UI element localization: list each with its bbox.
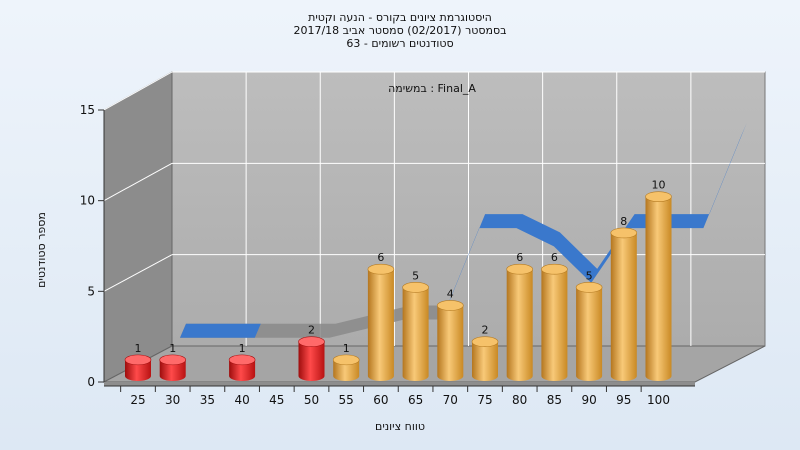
bar-cap (367, 263, 395, 275)
bar-value-label: 5 (586, 269, 593, 282)
y-tick-label: 0 (87, 375, 95, 389)
bar-value-label: 2 (482, 324, 489, 337)
bar-cap (645, 191, 672, 202)
x-tick-label: 55 (339, 393, 354, 407)
bar-body (333, 359, 360, 382)
bar-cap (541, 263, 568, 275)
side-wall (103, 71, 173, 383)
bar-value-label: 6 (551, 251, 558, 264)
grid-line-side (103, 162, 173, 202)
chart-title-line-1: היסטוגרמת ציונים בקורס - הנעה וקטית (308, 11, 492, 24)
grid-lines (103, 71, 765, 346)
bar-value-label: 2 (308, 324, 315, 337)
chart-annotation: במשימה : Final_A (388, 82, 476, 95)
bar-value-label: 1 (343, 342, 350, 355)
grid-line-side (103, 254, 173, 292)
bar-body (125, 359, 151, 381)
bar-body (402, 287, 429, 381)
bar-value-label: 8 (620, 215, 627, 228)
y-axis-label: מספר סטודנטים (35, 212, 48, 288)
bar-value-label: 4 (447, 287, 454, 300)
bar-cap (471, 336, 499, 348)
bar: 8 (610, 215, 638, 382)
bar-value-label: 6 (516, 251, 523, 264)
chart-title-line-2: בסמסטר (02/2017) סמסטר אביב 2017/18 (293, 24, 507, 37)
bar: 4 (436, 287, 464, 382)
bar-body (506, 269, 533, 382)
bars-group: 1 1 1 2 1 6 5 4 2 6 6 5 8 10 (124, 179, 672, 382)
bar-value-label: 6 (377, 251, 384, 264)
bar: 1 (159, 342, 186, 382)
bar-body (610, 232, 637, 382)
x-tick-label: 75 (477, 393, 492, 407)
bar-cap (228, 354, 256, 366)
bar-cap (610, 227, 638, 239)
bar-value-label: 5 (412, 269, 419, 282)
bar-cap (506, 263, 534, 275)
bar-body (159, 359, 186, 382)
x-tick-label: 95 (616, 393, 631, 407)
bar-body (437, 305, 464, 382)
x-tick-label: 50 (304, 393, 319, 407)
x-tick-label: 100 (647, 393, 670, 407)
grid-line-side (103, 71, 173, 111)
x-tick-label: 80 (512, 393, 527, 407)
trend-ribbon-high (441, 122, 747, 320)
y-tick-label: 15 (80, 103, 95, 117)
x-tick-label: 85 (547, 393, 562, 407)
bar: 1 (228, 342, 256, 382)
bar: 5 (402, 269, 429, 381)
bar-cap (159, 354, 186, 366)
bar-cap (332, 354, 360, 366)
bar-value-label: 1 (169, 342, 176, 355)
chart-title-line-3: סטודנטים רשומים - 63 (346, 37, 454, 50)
bar-cap (298, 336, 325, 348)
y-tick-label: 10 (80, 194, 95, 208)
bar: 6 (541, 251, 568, 382)
x-tick-label: 70 (443, 393, 458, 407)
x-tick-label: 40 (234, 393, 249, 407)
y-tick-label: 5 (87, 284, 95, 298)
bar-body (229, 359, 256, 382)
bar: 6 (367, 251, 395, 382)
bar: 10 (645, 179, 672, 382)
bar-cap (575, 282, 603, 293)
bar: 1 (332, 342, 360, 382)
bar: 5 (575, 269, 603, 382)
x-tick-label: 65 (408, 393, 423, 407)
bar-body (472, 341, 498, 381)
bar-body (576, 287, 603, 382)
bar-value-label: 10 (652, 179, 666, 192)
bar: 1 (124, 342, 152, 381)
bar-cap (402, 282, 429, 293)
bar: 2 (298, 324, 325, 382)
bar-cap (124, 354, 152, 366)
x-tick-label: 35 (200, 393, 215, 407)
x-tick-label: 60 (373, 393, 388, 407)
bar-body (367, 269, 394, 382)
bar-value-label: 1 (135, 342, 142, 355)
bar-body (541, 269, 568, 382)
bar-body (645, 196, 672, 382)
bar: 6 (506, 251, 534, 382)
x-tick-label: 30 (165, 393, 180, 407)
bar: 2 (471, 324, 499, 381)
x-tick-label: 25 (130, 393, 145, 407)
bar-body (298, 341, 325, 382)
bar-value-label: 1 (239, 342, 246, 355)
bar-cap (436, 300, 464, 311)
trend-ribbon-start (180, 323, 261, 338)
x-tick-label: 90 (581, 393, 596, 407)
floor-edge (104, 382, 695, 386)
x-tick-label: 45 (269, 393, 284, 407)
x-axis-label: טווח ציונים (375, 420, 425, 433)
